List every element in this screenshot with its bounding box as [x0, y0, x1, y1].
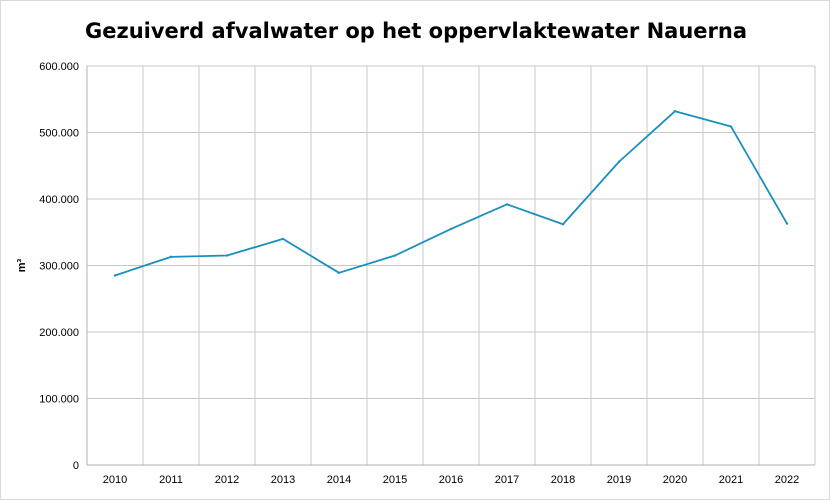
data-point — [393, 254, 397, 257]
x-tick-label: 2011 — [159, 474, 183, 486]
data-point — [113, 274, 117, 277]
y-tick-label: 200.000 — [39, 327, 79, 339]
series-line — [114, 110, 788, 277]
x-tick-label: 2021 — [719, 474, 743, 486]
x-tick-label: 2017 — [495, 474, 519, 486]
x-tick-label: 2012 — [215, 474, 239, 486]
y-tick-label: 100.000 — [39, 394, 79, 406]
x-tick-label: 2010 — [103, 474, 127, 486]
x-tick-label: 2022 — [775, 474, 799, 486]
x-tick-label: 2015 — [383, 474, 407, 486]
data-point — [169, 255, 173, 259]
y-tick-label: 600.000 — [39, 61, 79, 73]
data-point — [673, 110, 677, 113]
y-tick-label: 400.000 — [39, 194, 79, 206]
data-point — [449, 227, 453, 231]
data-point — [281, 237, 285, 241]
x-tick-label: 2013 — [271, 474, 295, 486]
x-tick-label: 2019 — [607, 474, 631, 486]
x-tick-label: 2016 — [439, 474, 463, 486]
data-point — [337, 271, 341, 275]
data-point — [561, 223, 565, 226]
x-tick-label: 2014 — [327, 474, 351, 486]
data-point — [225, 254, 229, 257]
x-tick-label: 2020 — [663, 474, 687, 486]
y-axis-label: m³ — [16, 258, 28, 272]
data-point — [505, 203, 509, 206]
y-tick-label: 300.000 — [39, 261, 79, 273]
data-point — [617, 160, 621, 163]
y-tick-label: 0 — [73, 460, 79, 472]
data-point — [785, 222, 789, 225]
x-tick-label: 2018 — [551, 474, 575, 486]
data-point — [729, 125, 733, 128]
y-tick-label: 500.000 — [39, 128, 79, 140]
chart-title: Gezuiverd afvalwater op het oppervlaktew… — [85, 19, 748, 43]
